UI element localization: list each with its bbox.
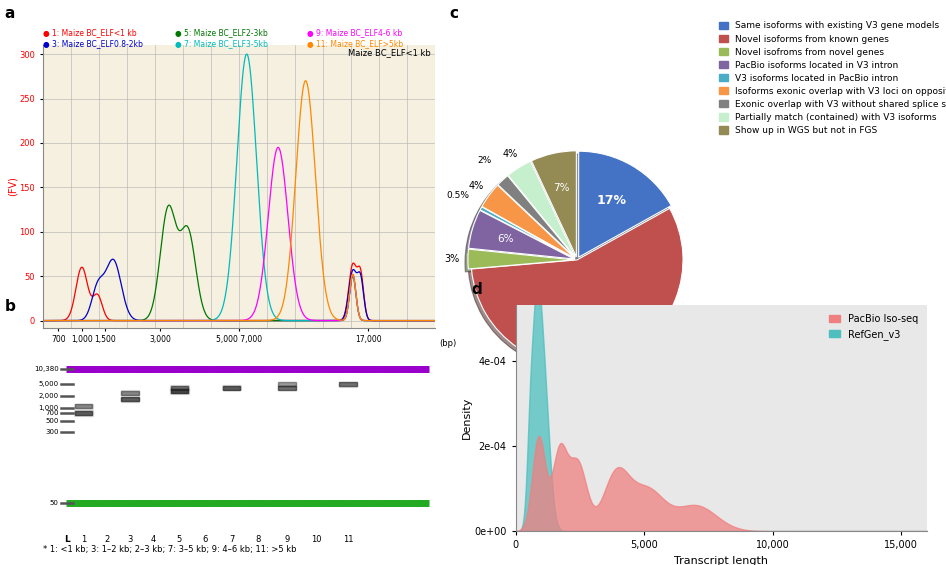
Text: * 1: <1 kb; 3: 1–2 kb; 2–3 kb; 7: 3–5 kb; 9: 4–6 kb; 11: >5 kb: * 1: <1 kb; 3: 1–2 kb; 2–3 kb; 7: 3–5 kb… bbox=[43, 545, 296, 554]
Wedge shape bbox=[579, 151, 672, 257]
Text: d: d bbox=[471, 282, 482, 298]
Text: 500: 500 bbox=[45, 419, 59, 424]
Wedge shape bbox=[481, 207, 574, 258]
Bar bbox=[75, 404, 92, 408]
Text: c: c bbox=[449, 6, 459, 21]
Bar bbox=[339, 382, 358, 387]
Legend: PacBio Iso-seq, RefGen_v3: PacBio Iso-seq, RefGen_v3 bbox=[825, 310, 922, 344]
Text: 4%: 4% bbox=[468, 181, 484, 191]
Text: (bp): (bp) bbox=[439, 339, 456, 348]
Text: 3: 3 bbox=[127, 535, 132, 544]
Text: 5,000: 5,000 bbox=[39, 381, 59, 387]
Text: 0.5%: 0.5% bbox=[447, 192, 469, 201]
Bar bbox=[277, 385, 296, 390]
Bar bbox=[120, 390, 139, 395]
Bar bbox=[277, 382, 296, 387]
Bar bbox=[222, 385, 241, 390]
Wedge shape bbox=[508, 161, 575, 257]
Text: b: b bbox=[5, 299, 15, 315]
Text: 6%: 6% bbox=[498, 234, 515, 244]
Text: 10: 10 bbox=[310, 535, 322, 544]
Text: 2: 2 bbox=[104, 535, 109, 544]
Text: ● 11: Maize BC_ELF>5kb: ● 11: Maize BC_ELF>5kb bbox=[307, 39, 404, 48]
Text: ● 5: Maize BC_ELF2-3kb: ● 5: Maize BC_ELF2-3kb bbox=[175, 28, 268, 37]
Text: 2,000: 2,000 bbox=[39, 393, 59, 399]
Text: Maize BC_ELF<1 kb: Maize BC_ELF<1 kb bbox=[348, 48, 431, 57]
Bar bbox=[74, 403, 93, 409]
Bar bbox=[170, 389, 188, 394]
Wedge shape bbox=[482, 185, 574, 258]
Bar bbox=[121, 397, 138, 402]
Text: 10,380: 10,380 bbox=[34, 366, 59, 372]
Bar bbox=[170, 389, 188, 393]
Text: a: a bbox=[5, 6, 15, 21]
Text: 700: 700 bbox=[45, 410, 59, 416]
Text: 50: 50 bbox=[50, 500, 59, 506]
Text: 17%: 17% bbox=[597, 194, 627, 207]
Wedge shape bbox=[498, 176, 575, 258]
Wedge shape bbox=[471, 208, 683, 366]
Text: 4: 4 bbox=[150, 535, 156, 544]
Bar bbox=[170, 385, 188, 390]
Text: 7%: 7% bbox=[552, 182, 569, 193]
X-axis label: Transcript length: Transcript length bbox=[674, 556, 768, 565]
Text: 4%: 4% bbox=[502, 149, 518, 159]
Text: 8: 8 bbox=[255, 535, 260, 544]
Y-axis label: (FV): (FV) bbox=[8, 176, 18, 197]
Text: 1,000: 1,000 bbox=[39, 405, 59, 411]
Text: 57%: 57% bbox=[582, 319, 612, 332]
Bar bbox=[170, 385, 188, 390]
Wedge shape bbox=[468, 210, 574, 259]
Wedge shape bbox=[532, 151, 576, 257]
Bar bbox=[120, 397, 139, 402]
Bar bbox=[121, 390, 138, 395]
Text: 6: 6 bbox=[202, 535, 208, 544]
Y-axis label: Density: Density bbox=[462, 397, 471, 440]
Bar bbox=[74, 411, 93, 416]
Bar bbox=[278, 385, 295, 390]
Text: 11: 11 bbox=[342, 535, 353, 544]
Wedge shape bbox=[468, 249, 574, 269]
Text: 7: 7 bbox=[229, 535, 235, 544]
Text: ● 7: Maize BC_ELF3-5kb: ● 7: Maize BC_ELF3-5kb bbox=[175, 39, 268, 48]
Bar bbox=[223, 385, 240, 390]
Text: 300: 300 bbox=[45, 429, 59, 434]
Text: ● 9: Maize BC_ELF4-6 kb: ● 9: Maize BC_ELF4-6 kb bbox=[307, 28, 403, 37]
Text: ● 3: Maize BC_ELF0.8-2kb: ● 3: Maize BC_ELF0.8-2kb bbox=[43, 39, 143, 48]
Text: 1: 1 bbox=[80, 535, 86, 544]
Legend: Same isoforms with existing V3 gene models, Novel isoforms from known genes, Nov: Same isoforms with existing V3 gene mode… bbox=[719, 21, 946, 135]
Text: 9: 9 bbox=[284, 535, 289, 544]
Text: ● 1: Maize BC_ELF<1 kb: ● 1: Maize BC_ELF<1 kb bbox=[43, 28, 136, 37]
Text: 2%: 2% bbox=[478, 156, 492, 165]
Bar bbox=[75, 411, 92, 415]
Text: L: L bbox=[64, 535, 70, 544]
Bar bbox=[340, 382, 357, 386]
Text: 3%: 3% bbox=[445, 254, 460, 264]
Text: 5: 5 bbox=[177, 535, 182, 544]
Bar bbox=[278, 382, 295, 386]
